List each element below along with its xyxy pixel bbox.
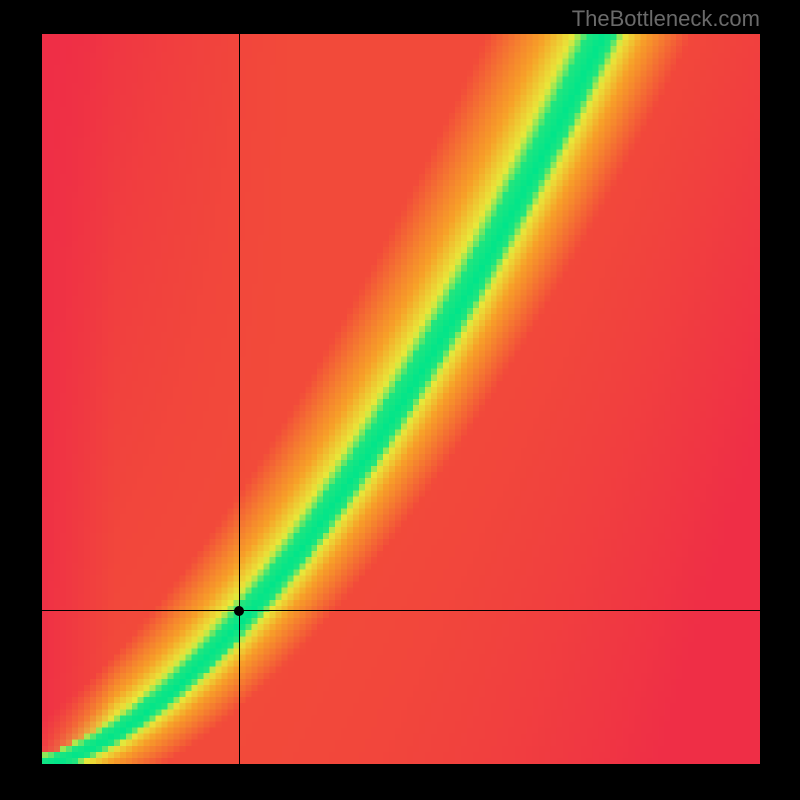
crosshair-horizontal: [42, 610, 760, 611]
watermark-text: TheBottleneck.com: [572, 6, 760, 32]
crosshair-vertical: [239, 34, 240, 764]
chart-container: TheBottleneck.com: [0, 0, 800, 800]
selected-point-marker: [234, 606, 244, 616]
bottleneck-heatmap: [42, 34, 760, 764]
